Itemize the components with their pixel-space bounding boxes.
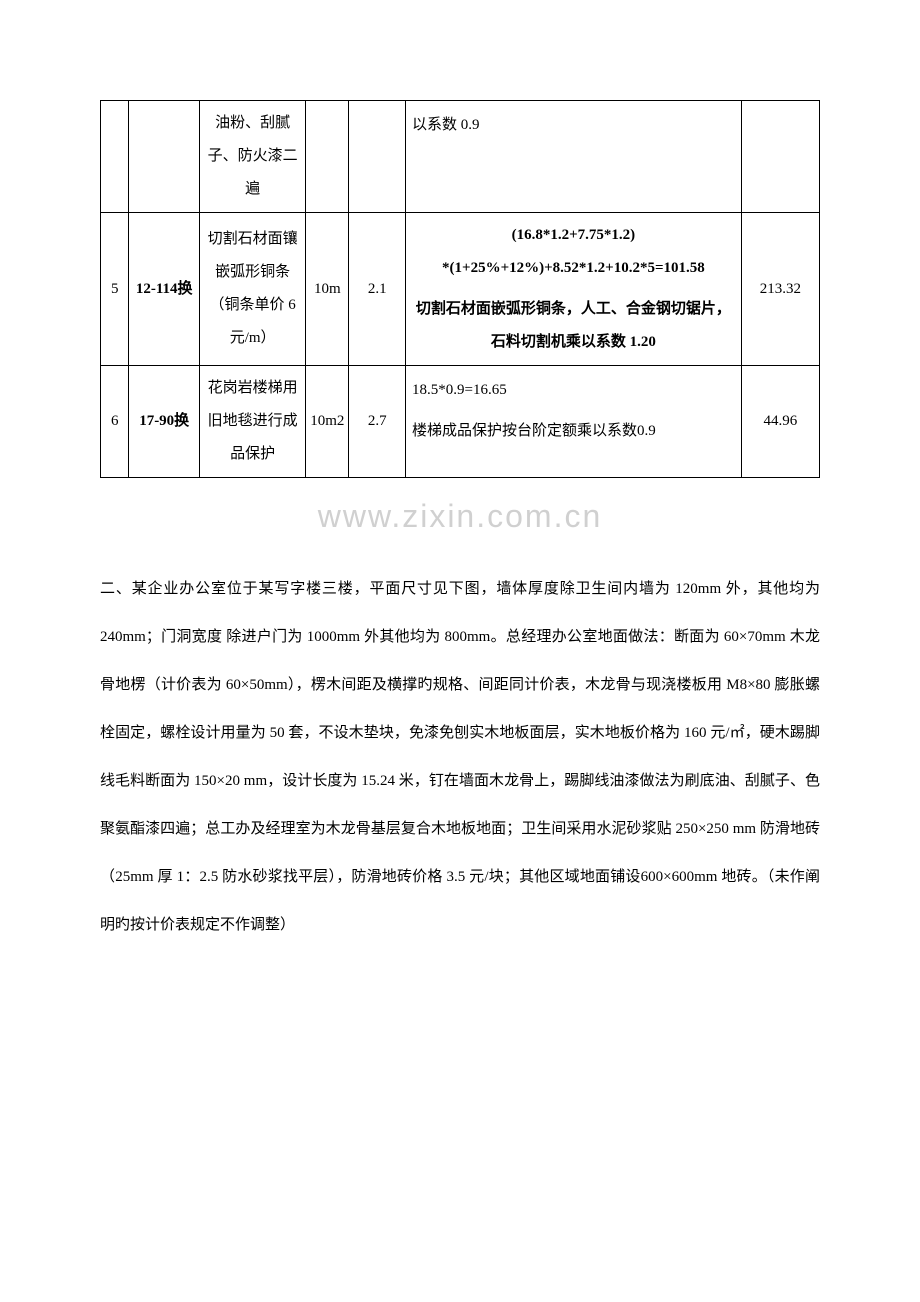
cell-total: 213.32 (741, 213, 819, 366)
cost-table: 油粉、刮腻子、防火漆二遍 以系数 0.9 5 12-114换 切割石材面镶嵌弧形… (100, 100, 820, 478)
cell-idx: 6 (101, 366, 129, 478)
cell-code (129, 101, 200, 213)
note-main: 18.5*0.9=16.65 (412, 374, 735, 407)
cell-code: 17-90换 (129, 366, 200, 478)
cell-qty: 2.1 (349, 213, 406, 366)
cell-desc: 切割石材面镶嵌弧形铜条（铜条单价 6元/m） (200, 213, 306, 366)
cell-qty (349, 101, 406, 213)
table-row: 6 17-90换 花岗岩楼梯用旧地毯进行成品保护 10m2 2.7 18.5*0… (101, 366, 820, 478)
cell-code: 12-114换 (129, 213, 200, 366)
cell-unit: 10m2 (306, 366, 349, 478)
cell-note: 以系数 0.9 (406, 101, 742, 213)
cell-total: 44.96 (741, 366, 819, 478)
cell-note: (16.8*1.2+7.75*1.2) *(1+25%+12%)+8.52*1.… (406, 213, 742, 366)
code-text: 17-90换 (139, 413, 189, 429)
cell-desc: 油粉、刮腻子、防火漆二遍 (200, 101, 306, 213)
cell-idx (101, 101, 129, 213)
note-sub: 楼梯成品保护按台阶定额乘以系数0.9 (412, 415, 735, 448)
page-container: 油粉、刮腻子、防火漆二遍 以系数 0.9 5 12-114换 切割石材面镶嵌弧形… (0, 0, 920, 1009)
watermark: www.zixin.com.cn (100, 498, 820, 535)
cell-desc: 花岗岩楼梯用旧地毯进行成品保护 (200, 366, 306, 478)
code-text: 12-114换 (136, 281, 193, 297)
main-paragraph: 二、某企业办公室位于某写字楼三楼，平面尺寸见下图，墙体厚度除卫生间内墙为 120… (100, 565, 820, 949)
cell-unit (306, 101, 349, 213)
note-main: (16.8*1.2+7.75*1.2) *(1+25%+12%)+8.52*1.… (410, 219, 737, 285)
cell-total (741, 101, 819, 213)
cell-unit: 10m (306, 213, 349, 366)
cell-note: 18.5*0.9=16.65 楼梯成品保护按台阶定额乘以系数0.9 (406, 366, 742, 478)
note-sub: 切割石材面嵌弧形铜条，人工、合金钢切锯片，石料切割机乘以系数 1.20 (410, 293, 737, 359)
cell-idx: 5 (101, 213, 129, 366)
cell-qty: 2.7 (349, 366, 406, 478)
table-row: 油粉、刮腻子、防火漆二遍 以系数 0.9 (101, 101, 820, 213)
table-row: 5 12-114换 切割石材面镶嵌弧形铜条（铜条单价 6元/m） 10m 2.1… (101, 213, 820, 366)
